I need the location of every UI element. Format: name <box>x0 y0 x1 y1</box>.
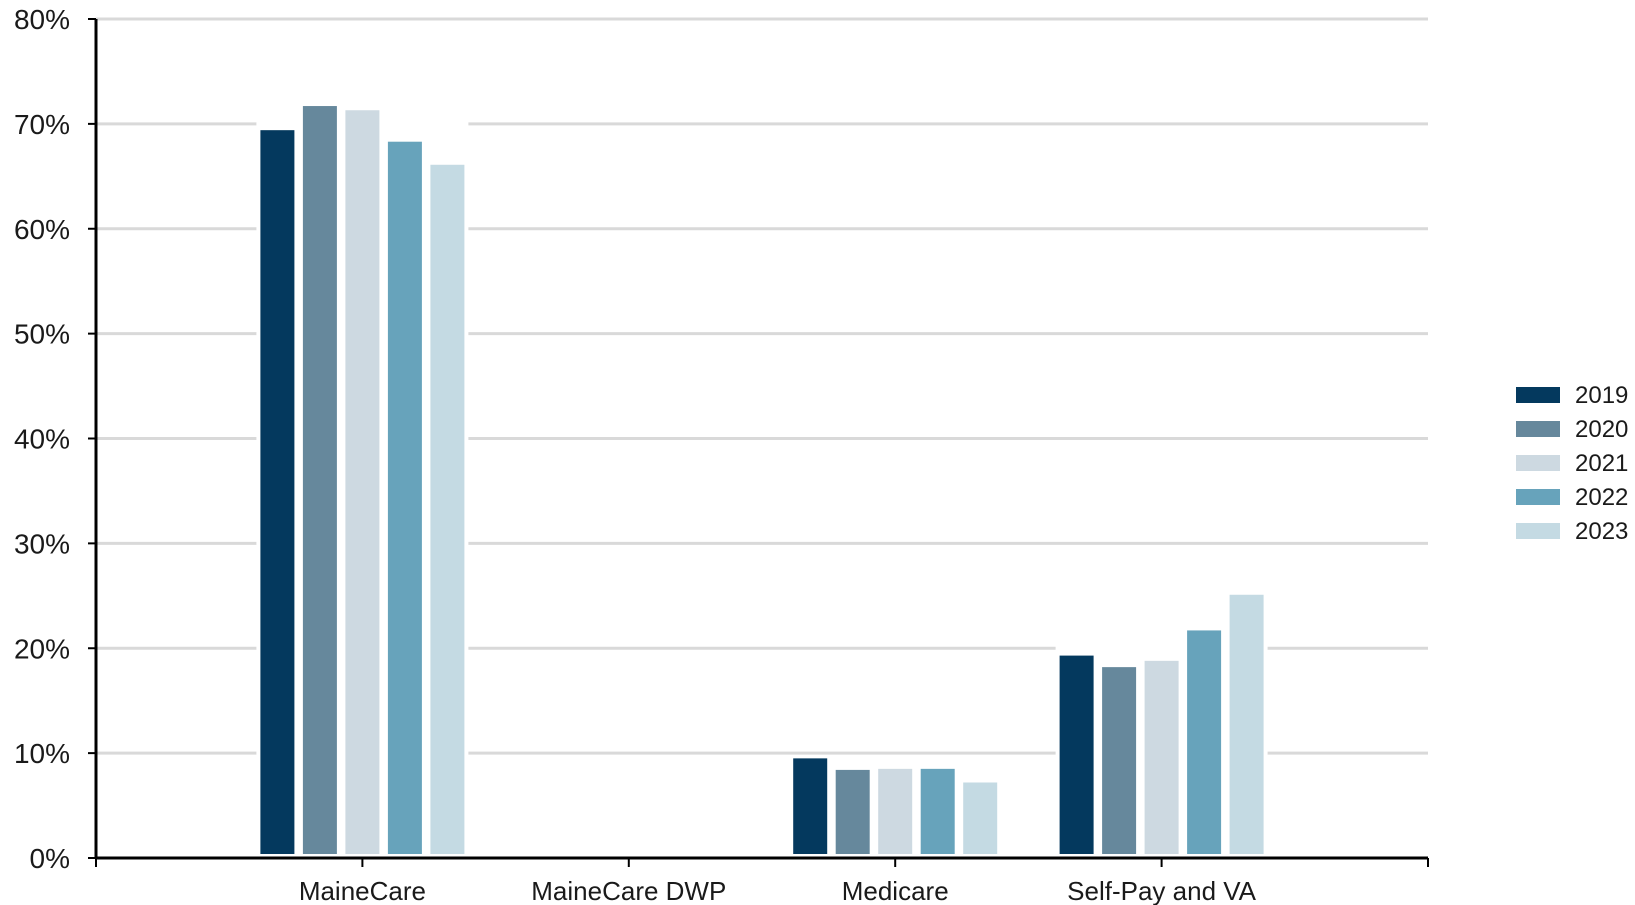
bar-2023-mainecare <box>430 164 465 854</box>
bar-2021-self-pay-and-va <box>1144 660 1179 854</box>
y-tick-label: 40% <box>14 424 70 455</box>
bar-2022-mainecare <box>387 141 422 855</box>
bar-2020-self-pay-and-va <box>1102 667 1137 854</box>
bar-2023-self-pay-and-va <box>1229 594 1264 854</box>
x-category-label: MaineCare <box>299 876 426 905</box>
legend-label-2023: 2023 <box>1575 518 1628 545</box>
bars <box>256 106 1268 858</box>
x-category-label: MaineCare DWP <box>531 876 726 905</box>
y-tick-label: 10% <box>14 738 70 769</box>
bar-2023-medicare <box>963 782 998 854</box>
axes <box>88 18 1429 867</box>
legend-swatch-2019 <box>1516 387 1560 403</box>
x-category-label: Medicare <box>842 876 949 905</box>
bar-2019-self-pay-and-va <box>1059 655 1094 854</box>
bar-2019-mainecare <box>260 130 295 855</box>
y-tick-label: 50% <box>14 319 70 350</box>
y-tick-label: 0% <box>30 843 70 874</box>
x-axis-category-labels: MaineCare MaineCare DWP Medicare Self-Pay a… <box>299 876 1257 905</box>
legend-label-2020: 2020 <box>1575 416 1628 443</box>
legend-swatch-2023 <box>1516 523 1560 539</box>
bar-2022-self-pay-and-va <box>1187 630 1222 854</box>
y-axis-tick-labels: 0% 10% 20% 30% 40% 50% 60% 70% 80% <box>14 4 70 874</box>
bar-2020-mainecare <box>302 106 337 854</box>
legend-swatch-2020 <box>1516 421 1560 437</box>
legend-swatch-2021 <box>1516 455 1560 471</box>
y-tick-label: 70% <box>14 109 70 140</box>
bar-2022-medicare <box>920 768 955 854</box>
bar-2019-medicare <box>793 758 828 854</box>
legend-swatch-2022 <box>1516 489 1560 505</box>
legend: 2019 2020 2021 2022 2023 <box>1516 382 1628 545</box>
y-tick-label: 80% <box>14 4 70 35</box>
bar-2021-medicare <box>878 768 913 854</box>
bar-2020-medicare <box>835 769 870 854</box>
legend-label-2022: 2022 <box>1575 484 1628 511</box>
y-tick-label: 30% <box>14 528 70 559</box>
y-tick-label: 20% <box>14 633 70 664</box>
bar-2021-mainecare <box>345 110 380 854</box>
y-tick-label: 60% <box>14 214 70 245</box>
legend-label-2019: 2019 <box>1575 382 1628 409</box>
x-category-label: Self-Pay and VA <box>1067 876 1257 905</box>
legend-label-2021: 2021 <box>1575 450 1628 477</box>
